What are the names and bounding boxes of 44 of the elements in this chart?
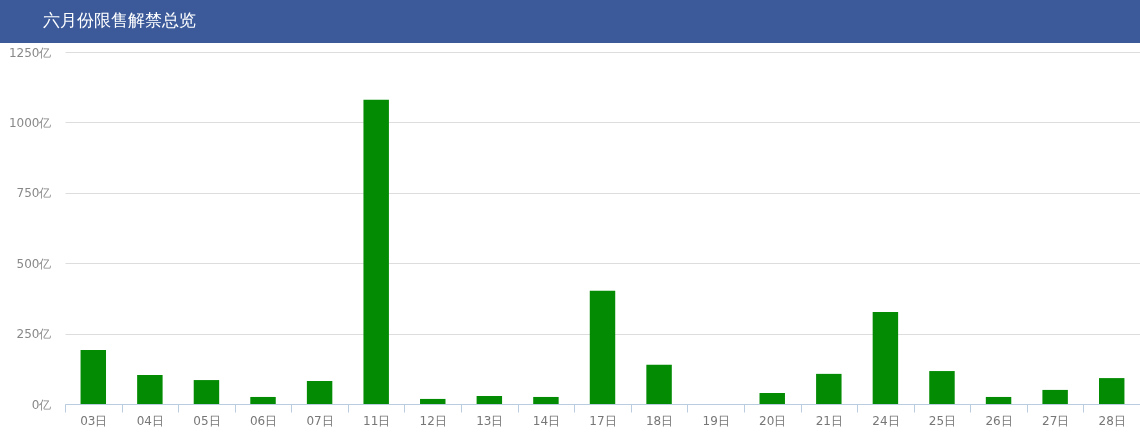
y-tick-label: 750亿: [16, 186, 52, 201]
x-tick-label: 17日: [589, 413, 617, 428]
chart-title: 六月份限售解禁总览: [43, 10, 196, 30]
x-tick-label: 12日: [419, 413, 447, 428]
bar: [363, 99, 389, 404]
x-tick-label: 19日: [702, 413, 730, 428]
bar: [193, 380, 220, 404]
bar: [80, 349, 107, 404]
y-tick-label: 250亿: [16, 327, 52, 342]
y-tick-label: 1250亿: [8, 45, 52, 60]
bar: [985, 396, 1012, 404]
bar: [816, 373, 842, 404]
x-tick-label: 25日: [928, 413, 957, 428]
bar: [533, 396, 559, 404]
x-tick-label: 28日: [1098, 413, 1126, 428]
x-tick-label: 18日: [645, 413, 674, 428]
bar: [420, 398, 446, 404]
bar: [1098, 378, 1125, 404]
x-tick-label: 06日: [249, 413, 278, 428]
bar: [137, 375, 163, 404]
y-tick-label: 0亿: [31, 397, 52, 412]
x-tick-label: 26日: [985, 413, 1013, 428]
bar: [1042, 389, 1068, 404]
x-tick-label: 04日: [136, 413, 165, 428]
x-tick-label: 14日: [532, 413, 561, 428]
bar: [476, 396, 503, 404]
x-tick-label: 05日: [193, 413, 221, 428]
x-tick-label: 21日: [815, 413, 843, 428]
bar: [929, 371, 955, 404]
bar: [872, 311, 899, 404]
bar: [589, 290, 616, 404]
x-tick-label: 27日: [1041, 413, 1070, 428]
bar: [306, 380, 333, 404]
y-tick-label: 500亿: [16, 256, 52, 271]
bar: [646, 364, 672, 404]
x-tick-label: 13日: [476, 413, 504, 428]
x-tick-label: 03日: [80, 413, 108, 428]
bar: [250, 396, 276, 404]
bar: [759, 393, 785, 404]
y-tick-label: 1000亿: [8, 115, 52, 130]
x-tick-label: 20日: [759, 413, 787, 428]
x-tick-label: 24日: [872, 413, 900, 428]
x-tick-label: 07日: [306, 413, 334, 428]
x-tick-label: 11日: [363, 413, 391, 428]
